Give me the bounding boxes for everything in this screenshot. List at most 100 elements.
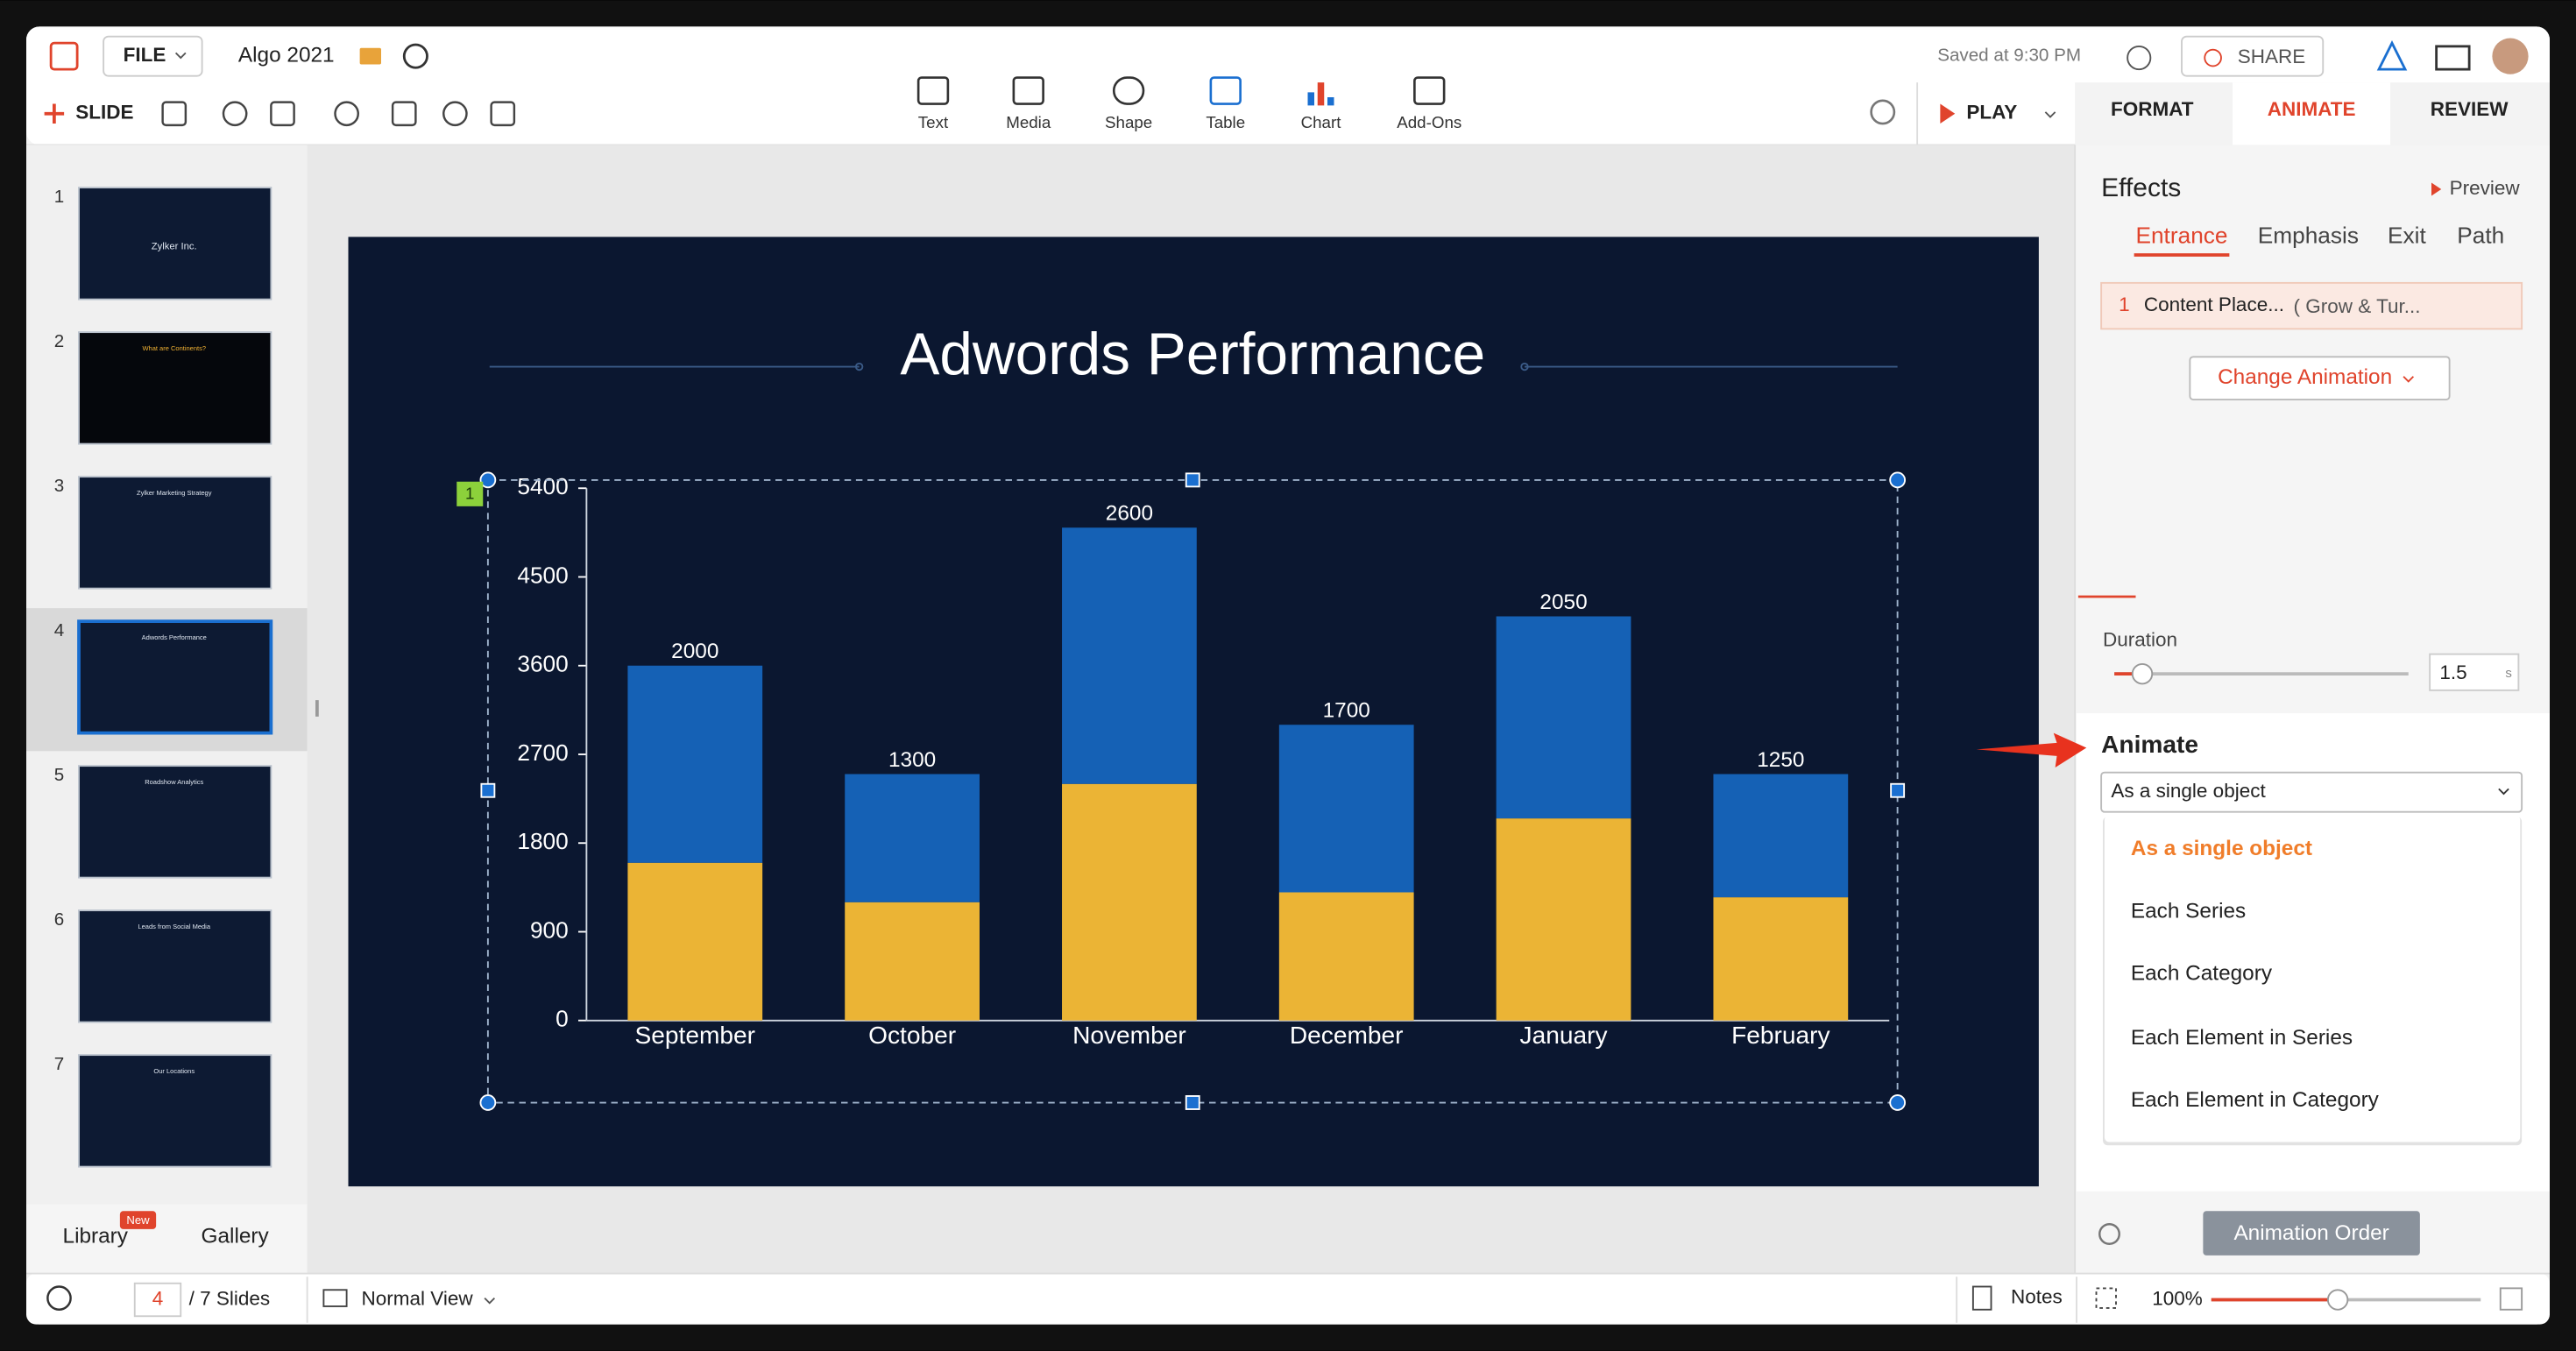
- insert-tool[interactable]: Text: [918, 113, 949, 131]
- insert-tool[interactable]: Add-Ons: [1397, 113, 1461, 131]
- bar-segment: [845, 774, 980, 902]
- toolbar-icon[interactable]: [442, 101, 468, 127]
- slide-thumbnail[interactable]: [78, 187, 272, 301]
- panel-settings-icon[interactable]: [2098, 1223, 2120, 1245]
- panel-tab[interactable]: ANIMATE: [2268, 98, 2356, 120]
- resize-handle[interactable]: [1185, 1095, 1200, 1110]
- fullscreen-icon[interactable]: [2499, 1287, 2523, 1311]
- bar-segment: [1062, 783, 1197, 1021]
- file-menu[interactable]: FILE: [124, 44, 166, 66]
- animation-item-effect: ( Grow & Tur...: [2294, 295, 2421, 317]
- bar-segment: [845, 902, 980, 1021]
- toolbar-icon[interactable]: [222, 101, 248, 127]
- slide-thumbnail[interactable]: [78, 331, 272, 445]
- tool-icon: [916, 76, 950, 105]
- dropdown-option[interactable]: Each Element in Series: [2131, 1026, 2353, 1050]
- toolbar-icon[interactable]: [490, 101, 516, 127]
- effect-tab[interactable]: Exit: [2388, 222, 2426, 248]
- slide-thumbnail[interactable]: [78, 765, 272, 879]
- data-label: 1250: [1757, 748, 1804, 772]
- title-deco-dot: [1520, 362, 1529, 371]
- insert-tool[interactable]: Shape: [1105, 113, 1152, 131]
- insert-tool[interactable]: Chart: [1301, 113, 1342, 131]
- resize-handle[interactable]: [1889, 471, 1906, 489]
- gallery[interactable]: Gallery: [202, 1225, 270, 1248]
- zoom-knob[interactable]: [2326, 1289, 2349, 1311]
- animate-select[interactable]: [2100, 771, 2523, 813]
- add-slide-plus[interactable]: SLIDE: [75, 102, 133, 124]
- change-animation-button[interactable]: [2189, 356, 2451, 400]
- dropdown-option[interactable]: Each Series: [2131, 899, 2246, 923]
- duration-label: Duration: [2103, 629, 2177, 651]
- bar-segment: [1496, 818, 1631, 1021]
- top-bar: [26, 26, 2550, 145]
- change-animation[interactable]: Change Animation: [2218, 365, 2392, 389]
- animation-order[interactable]: Animation Order: [2233, 1221, 2388, 1245]
- share[interactable]: SHARE: [2238, 46, 2306, 67]
- callout-arrow: [1976, 732, 2087, 767]
- preview[interactable]: Preview: [2450, 177, 2521, 199]
- panel-tab[interactable]: FORMAT: [2111, 98, 2194, 120]
- resize-handle[interactable]: [1890, 782, 1906, 798]
- slide-thumbnail[interactable]: [77, 619, 273, 735]
- slide-thumbnail[interactable]: [78, 909, 272, 1023]
- data-label: 2000: [671, 640, 718, 663]
- chart-icon-bar: [1307, 92, 1314, 106]
- slide-thumbnail[interactable]: [78, 1054, 272, 1168]
- animation-item-name: Content Place...: [2144, 294, 2284, 315]
- toolbar-icon[interactable]: [334, 101, 359, 127]
- insert-tool[interactable]: Table: [1206, 113, 1245, 131]
- data-label: 1700: [1323, 699, 1370, 723]
- file-button[interactable]: [103, 35, 203, 77]
- document-title: Algo 2021: [238, 44, 335, 67]
- duration-input[interactable]: [2429, 653, 2520, 691]
- resize-handle[interactable]: [1185, 472, 1200, 488]
- play[interactable]: PLAY: [1966, 102, 2017, 124]
- y-tick-label: 5400: [517, 473, 568, 499]
- resize-handle[interactable]: [1889, 1094, 1906, 1111]
- bar-segment: [1713, 897, 1849, 1021]
- play-icon: [1940, 103, 1956, 124]
- plus-icon: [44, 103, 65, 124]
- notes[interactable]: Notes: [2011, 1286, 2063, 1308]
- animate-selected[interactable]: As a single object: [2111, 780, 2266, 802]
- toolbar-icon[interactable]: [391, 101, 417, 127]
- y-tick-label: 1800: [517, 828, 568, 854]
- effect-tab[interactable]: Path: [2457, 222, 2504, 248]
- dropdown-option[interactable]: Each Element in Category: [2131, 1088, 2380, 1112]
- bar-segment: [1496, 616, 1631, 819]
- chevron: [2403, 376, 2415, 383]
- animation-order-button[interactable]: [2203, 1211, 2420, 1256]
- toolbar-icon[interactable]: [161, 101, 188, 127]
- resize-handle[interactable]: [479, 471, 497, 489]
- chart-icon-bar: [1327, 97, 1334, 106]
- data-label: 1300: [888, 748, 936, 772]
- resize-handle[interactable]: [479, 1094, 497, 1111]
- duration-knob[interactable]: [2131, 662, 2154, 685]
- bar-segment: [1278, 725, 1414, 893]
- view-mode[interactable]: Normal View: [362, 1287, 474, 1309]
- library[interactable]: Library: [63, 1225, 129, 1248]
- y-tick-label: 3600: [517, 651, 568, 677]
- share-button[interactable]: [2181, 35, 2325, 77]
- insert-tool[interactable]: Media: [1006, 113, 1051, 131]
- resize-handle[interactable]: [480, 782, 496, 798]
- chat-icon[interactable]: [46, 1285, 72, 1311]
- effect-tab[interactable]: Entrance: [2135, 222, 2227, 248]
- slide-number-input[interactable]: [133, 1282, 182, 1318]
- x-tick-label: September: [635, 1022, 756, 1049]
- status-bar: [26, 1273, 2550, 1325]
- slide-thumbnail-title: Leads from Social Media: [138, 923, 210, 930]
- slide-thumbnail[interactable]: [78, 476, 272, 590]
- animation-item[interactable]: [2100, 281, 2523, 330]
- slide-number: 6: [54, 909, 64, 930]
- dropdown-option[interactable]: Each Category: [2131, 962, 2273, 986]
- effect-tab[interactable]: Emphasis: [2258, 222, 2359, 248]
- data-label: 2050: [1539, 591, 1587, 614]
- panel-tab[interactable]: REVIEW: [2431, 98, 2509, 120]
- view-icon: [322, 1289, 348, 1307]
- dropdown-option[interactable]: As a single object: [2131, 837, 2312, 860]
- toolbar-icon[interactable]: [270, 101, 295, 127]
- duration-value: 1.5: [2439, 661, 2466, 683]
